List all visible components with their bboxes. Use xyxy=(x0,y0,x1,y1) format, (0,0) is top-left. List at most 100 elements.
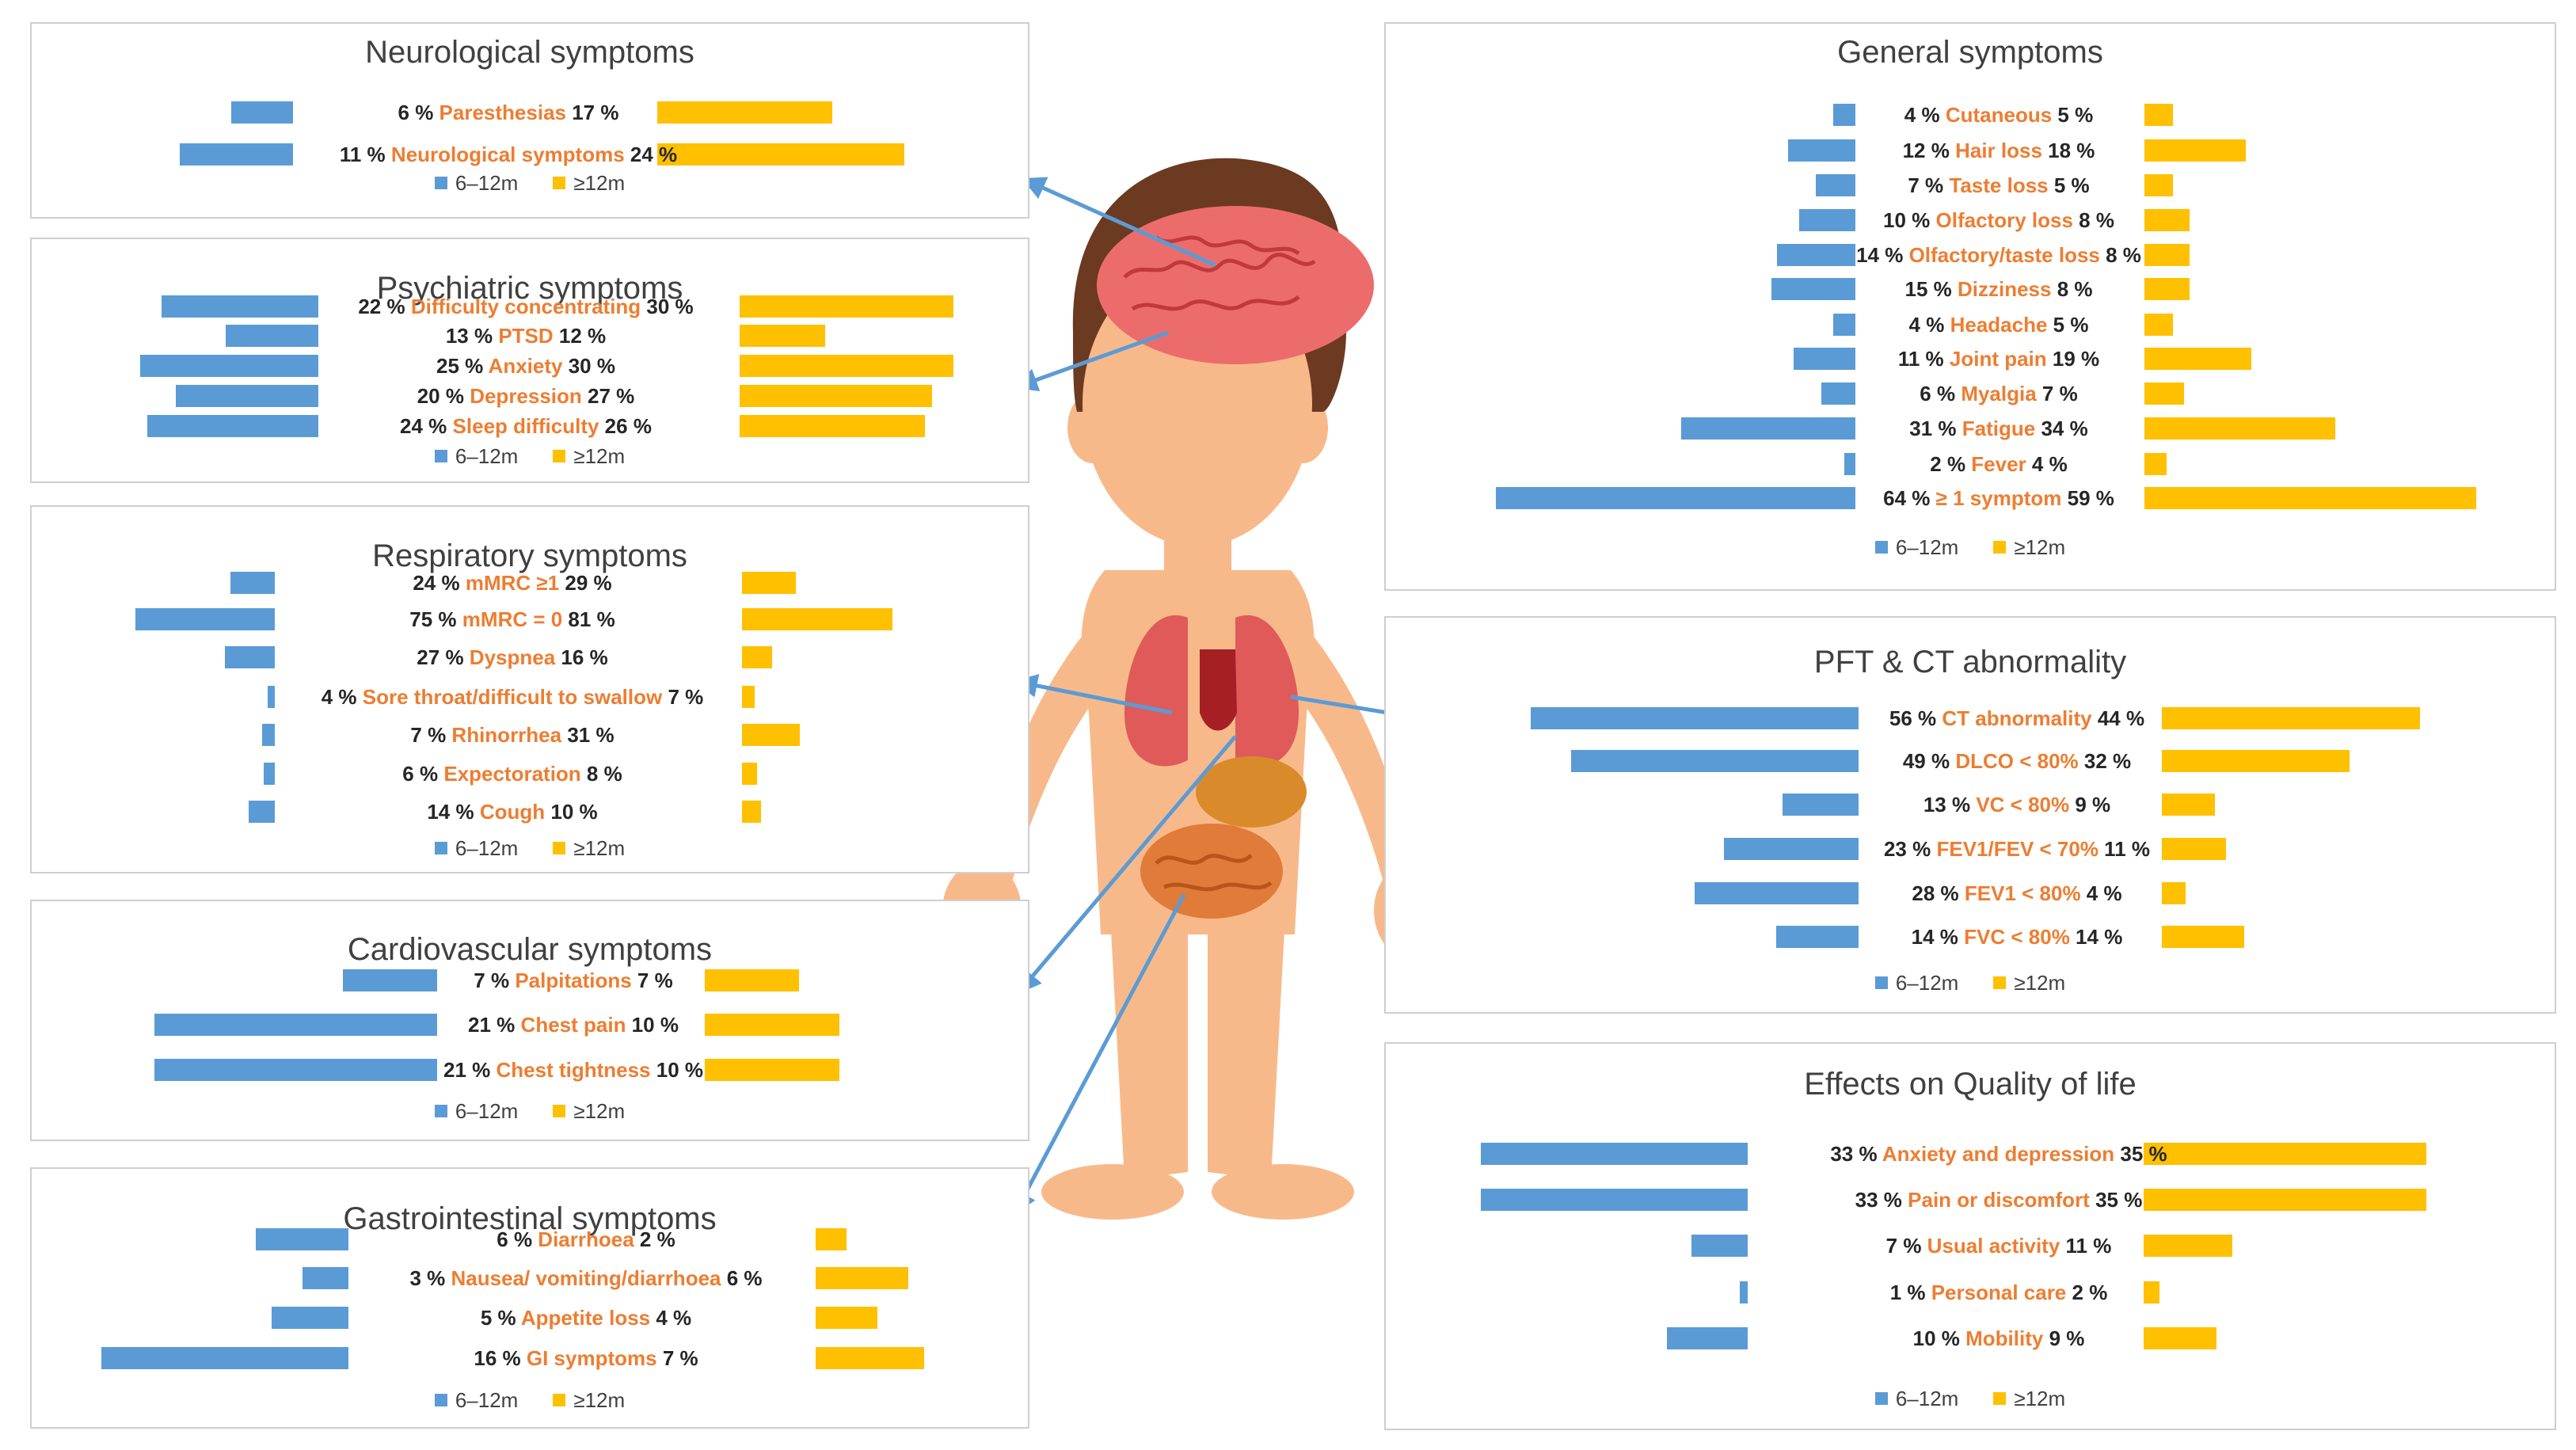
category-name: Depression xyxy=(470,384,582,408)
value-6-12m: 14 % xyxy=(427,800,480,824)
category-name: FVC < 80% xyxy=(1964,925,2070,949)
value-6-12m: 13 % xyxy=(445,324,499,348)
left-leg xyxy=(1109,887,1188,1180)
panel-title: PFT & CT abnormality xyxy=(1813,645,2127,679)
value-12m-plus: 18 % xyxy=(2041,139,2095,162)
bar-6-12m xyxy=(302,1267,348,1289)
value-6-12m: 5 % xyxy=(480,1306,521,1330)
value-12m-plus: 59 % xyxy=(2061,486,2114,510)
value-12m-plus: 27 % xyxy=(581,384,635,408)
value-12m-plus: 9 % xyxy=(2043,1326,2085,1350)
value-6-12m: 10 % xyxy=(1912,1326,1966,1350)
panel-resp: Respiratory symptoms 24 % mMRC ≥1 29 % 75 … xyxy=(30,505,1029,873)
bar-6-12m xyxy=(263,763,275,785)
legend-item: 6–12m xyxy=(1874,1387,1959,1411)
row-label: 1 % Personal care 2 % xyxy=(1890,1277,2108,1308)
legend-swatch xyxy=(434,450,447,463)
category-name: Pain or discomfort xyxy=(1908,1188,2090,1212)
legend-label: ≥12m xyxy=(573,836,626,860)
bar-6-12m xyxy=(101,1347,348,1369)
legend-swatch xyxy=(1993,976,2007,990)
category-name: Dizziness xyxy=(1957,277,2052,301)
value-6-12m: 6 % xyxy=(398,101,439,124)
bar-12m-plus xyxy=(2162,707,2420,729)
category-name: Difficulty concentrating xyxy=(410,295,641,318)
value-12m-plus: 17 % xyxy=(565,101,619,124)
arrow-psych xyxy=(1013,330,1169,391)
value-6-12m: 1 % xyxy=(1889,1281,1931,1304)
value-6-12m: 6 % xyxy=(402,762,444,786)
value-12m-plus: 10 % xyxy=(626,1013,679,1037)
category-name: Chest tightness xyxy=(496,1058,651,1082)
bar-12m-plus xyxy=(742,608,893,630)
bar-6-12m xyxy=(140,355,318,377)
value-6-12m: 7 % xyxy=(410,723,452,747)
arrow-neuro xyxy=(1020,176,1217,268)
row-label: 7 % Taste loss 5 % xyxy=(1908,169,2089,201)
row-label: 49 % DLCO < 80% 32 % xyxy=(1903,745,2131,777)
bar-6-12m xyxy=(1832,104,1855,126)
bar-12m-plus xyxy=(2144,1143,2426,1165)
bar-12m-plus xyxy=(816,1228,847,1250)
bar-12m-plus xyxy=(2162,882,2186,904)
row-label: 13 % VC < 80% 9 % xyxy=(1923,789,2110,820)
category-name: Chest pain xyxy=(520,1013,626,1037)
bar-6-12m xyxy=(1530,707,1859,729)
bar-6-12m xyxy=(271,1307,348,1329)
value-6-12m: 15 % xyxy=(1904,277,1958,301)
bar-12m-plus xyxy=(740,415,925,437)
bar-6-12m xyxy=(1776,244,1855,266)
row-label: 28 % FEV1 < 80% 4 % xyxy=(1912,877,2121,909)
row-label: 4 % Headache 5 % xyxy=(1909,309,2089,341)
bar-6-12m xyxy=(249,801,275,823)
panel-title: Effects on Quality of life xyxy=(1804,1067,2137,1102)
value-6-12m: 31 % xyxy=(1909,417,1962,440)
legend-label: ≥12m xyxy=(573,1099,626,1123)
row-label: 14 % Olfactory/taste loss 8 % xyxy=(1856,239,2141,271)
legend-label: ≥12m xyxy=(2014,1387,2066,1410)
value-12m-plus: 44 % xyxy=(2091,706,2145,730)
category-name: Cough xyxy=(479,800,546,824)
value-12m-plus: 16 % xyxy=(555,645,608,669)
legend-label: 6–12m xyxy=(1895,1387,1959,1410)
panel-title: Respiratory symptoms xyxy=(372,539,687,573)
value-12m-plus: 2 % xyxy=(634,1227,675,1251)
right-arm xyxy=(1279,618,1417,891)
panel-qol: Effects on Quality of life 33 % Anxiety a… xyxy=(1384,1042,2556,1430)
legend-item: ≥12m xyxy=(553,1388,625,1413)
value-6-12m: 28 % xyxy=(1912,881,1965,905)
value-6-12m: 4 % xyxy=(1908,313,1950,337)
bar-12m-plus xyxy=(2144,174,2173,196)
value-6-12m: 21 % xyxy=(443,1058,497,1082)
bar-12m-plus xyxy=(740,295,953,318)
row-label: 25 % Anxiety 30 % xyxy=(436,350,615,382)
bar-6-12m xyxy=(226,325,318,347)
legend-swatch xyxy=(553,1394,566,1407)
bar-6-12m xyxy=(162,295,318,318)
value-12m-plus: 5 % xyxy=(2047,313,2089,337)
row-label: 24 % mMRC ≥1 29 % xyxy=(413,567,611,599)
row-label: 5 % Appetite loss 4 % xyxy=(481,1302,691,1334)
legend-item: 6–12m xyxy=(434,1099,518,1124)
value-6-12m: 14 % xyxy=(1911,925,1965,949)
value-6-12m: 12 % xyxy=(1902,139,1956,162)
panel-general: General symptoms 4 % Cutaneous 5 % 12 % Ha… xyxy=(1384,22,2556,591)
category-name: Paresthesias xyxy=(439,101,566,124)
category-name: Anxiety xyxy=(488,354,563,378)
legend-swatch xyxy=(553,1105,566,1118)
panel-title: Gastrointestinal symptoms xyxy=(343,1201,717,1236)
left-foot xyxy=(1041,1164,1184,1220)
value-12m-plus: 32 % xyxy=(2078,749,2132,773)
bar-6-12m xyxy=(135,608,275,630)
row-label: 23 % FEV1/FEV < 70% 11 % xyxy=(1884,833,2150,865)
bar-6-12m xyxy=(230,572,275,594)
legend-label: ≥12m xyxy=(573,444,626,468)
legend-item: ≥12m xyxy=(553,1099,625,1124)
bar-12m-plus xyxy=(742,724,800,746)
legend-swatch xyxy=(1993,541,2007,554)
category-name: Dyspnea xyxy=(469,645,556,669)
bar-12m-plus xyxy=(705,1014,839,1036)
legend: 6–12m ≥12m xyxy=(32,836,1028,861)
value-12m-plus: 7 % xyxy=(656,1346,698,1370)
row-label: 6 % Expectoration 8 % xyxy=(402,758,622,790)
